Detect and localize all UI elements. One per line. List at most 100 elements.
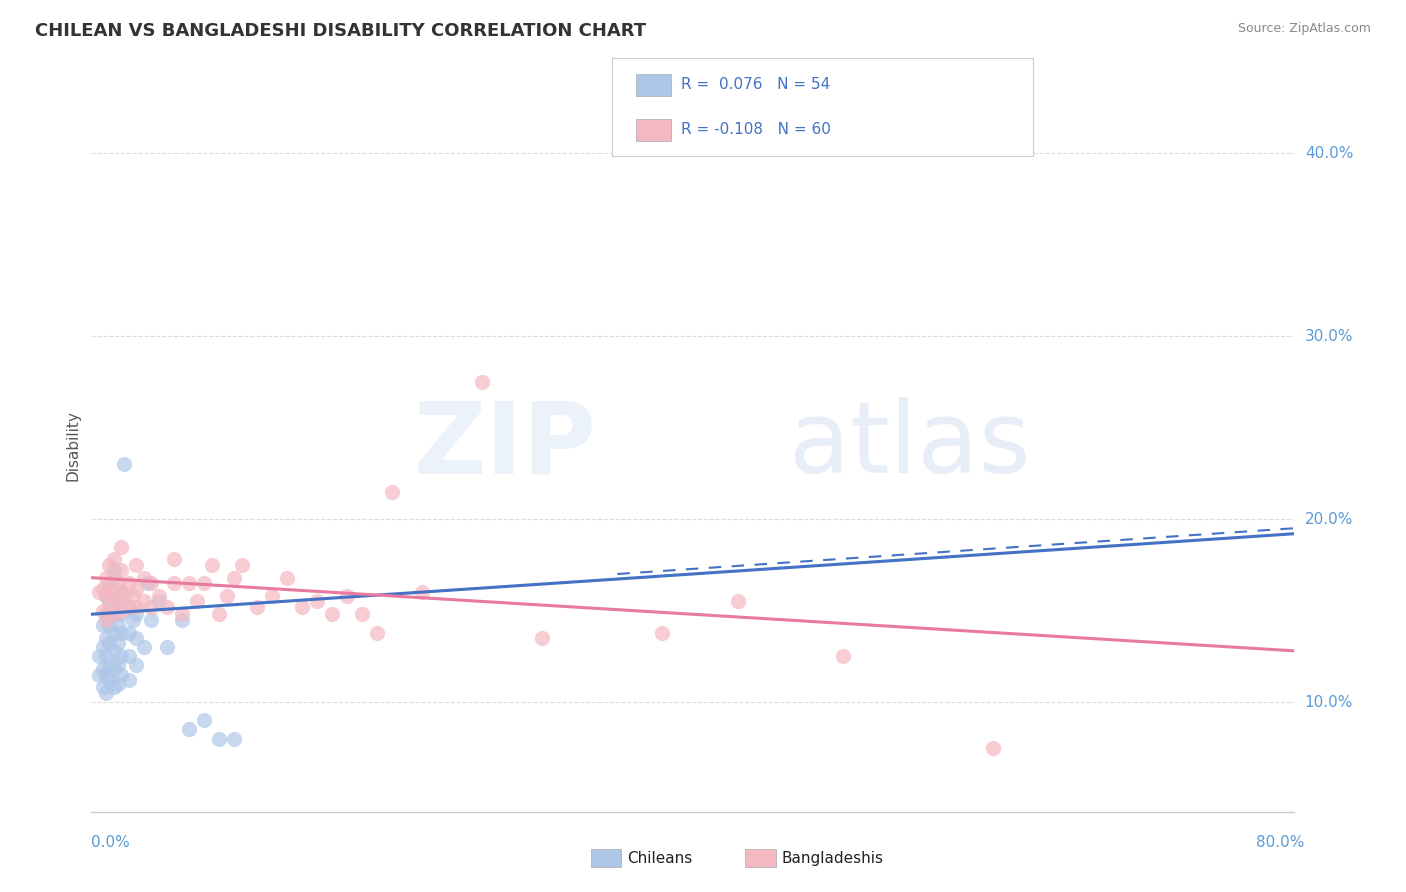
Point	[246, 599, 269, 614]
Text: R =  0.076   N = 54: R = 0.076 N = 54	[681, 78, 830, 92]
Point	[163, 576, 186, 591]
Point	[125, 631, 148, 645]
Point	[103, 571, 125, 585]
Point	[125, 558, 148, 572]
Text: 20.0%: 20.0%	[1305, 512, 1353, 526]
Point	[98, 636, 121, 650]
Point	[98, 558, 121, 572]
Point	[114, 457, 136, 471]
Point	[170, 607, 193, 622]
Point	[132, 571, 155, 585]
Point	[96, 571, 118, 585]
Point	[110, 607, 132, 622]
Point	[231, 558, 253, 572]
Point	[96, 589, 118, 603]
Point	[103, 607, 125, 622]
Text: Chileans: Chileans	[627, 851, 692, 865]
Text: 40.0%: 40.0%	[1305, 146, 1353, 161]
Text: Bangladeshis: Bangladeshis	[782, 851, 884, 865]
Point	[96, 649, 118, 664]
Point	[96, 607, 118, 622]
Point	[107, 594, 129, 608]
Point	[110, 585, 132, 599]
Point	[141, 613, 163, 627]
Point	[118, 673, 141, 687]
Point	[87, 649, 110, 664]
Y-axis label: Disability: Disability	[65, 410, 80, 482]
Point	[148, 589, 170, 603]
Point	[98, 599, 121, 614]
Point	[93, 603, 115, 617]
Point	[103, 563, 125, 577]
Point	[291, 599, 314, 614]
Point	[321, 607, 343, 622]
Point	[141, 576, 163, 591]
Point	[350, 607, 373, 622]
Point	[981, 740, 1004, 755]
Point	[122, 589, 145, 603]
Point	[155, 599, 177, 614]
Point	[193, 576, 215, 591]
Point	[305, 594, 328, 608]
Point	[107, 658, 129, 673]
Point	[98, 618, 121, 632]
Point	[118, 599, 141, 614]
Text: 10.0%: 10.0%	[1305, 695, 1353, 709]
Point	[103, 552, 125, 566]
Point	[118, 649, 141, 664]
Point	[96, 589, 118, 603]
Point	[110, 667, 132, 681]
Text: 30.0%: 30.0%	[1305, 329, 1353, 343]
Point	[87, 585, 110, 599]
Point	[276, 571, 298, 585]
Point	[118, 625, 141, 640]
Point	[110, 649, 132, 664]
Point	[103, 589, 125, 603]
Point	[98, 658, 121, 673]
Point	[155, 640, 177, 655]
Text: ZIP: ZIP	[413, 398, 596, 494]
Point	[107, 618, 129, 632]
Point	[651, 625, 673, 640]
Point	[87, 667, 110, 681]
Point	[118, 599, 141, 614]
Point	[103, 681, 125, 695]
Point	[98, 582, 121, 596]
Point	[122, 613, 145, 627]
Point	[531, 631, 554, 645]
Point	[107, 636, 129, 650]
Point	[471, 375, 494, 389]
Point	[103, 585, 125, 599]
Point	[224, 571, 246, 585]
Point	[381, 484, 404, 499]
Point	[224, 731, 246, 746]
Point	[93, 618, 115, 632]
Point	[186, 594, 208, 608]
Point	[96, 686, 118, 700]
Point	[411, 585, 433, 599]
Point	[163, 552, 186, 566]
Point	[98, 594, 121, 608]
Point	[170, 613, 193, 627]
Point	[93, 662, 115, 676]
Point	[118, 576, 141, 591]
Point	[98, 576, 121, 591]
Point	[96, 613, 118, 627]
Point	[125, 658, 148, 673]
Point	[336, 589, 359, 603]
Point	[138, 576, 160, 591]
Point	[110, 585, 132, 599]
Point	[114, 589, 136, 603]
Point	[201, 558, 224, 572]
Point	[831, 649, 853, 664]
Point	[103, 644, 125, 658]
Point	[125, 607, 148, 622]
Point	[103, 625, 125, 640]
Point	[177, 723, 200, 737]
Point	[208, 607, 231, 622]
Point	[125, 582, 148, 596]
Point	[98, 673, 121, 687]
Point	[110, 540, 132, 554]
Point	[208, 731, 231, 746]
Point	[93, 681, 115, 695]
